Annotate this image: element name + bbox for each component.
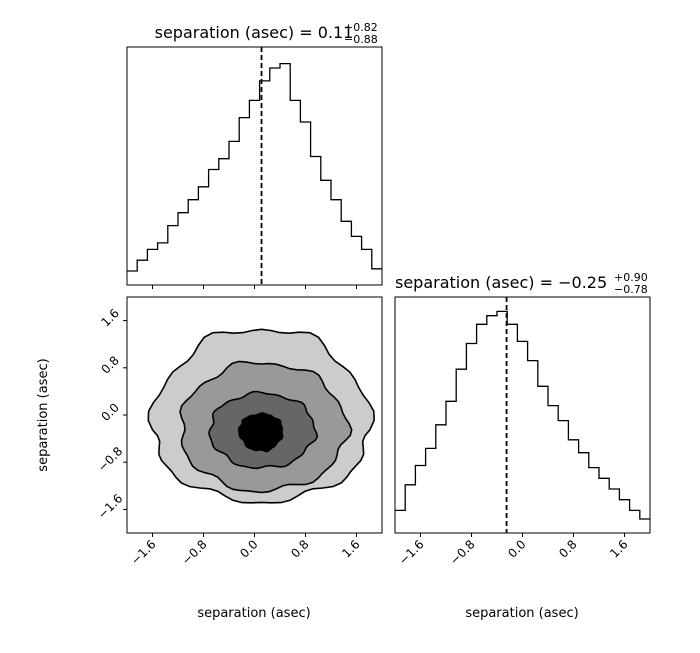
hist-bottom-right-steps [395, 310, 650, 520]
hist-top-left-title-main: separation (asec) = 0.11 [155, 23, 354, 42]
hist-bottom-right-title-sup: +0.90 [614, 271, 648, 284]
contour-level-3 [237, 412, 284, 453]
hist-top-left-ticks [152, 285, 357, 289]
hist-top-left-title-sub: −0.88 [344, 33, 378, 46]
contour-ylabel: separation (asec) [36, 358, 51, 471]
panel-top-left: separation (asec) = 0.11 +0.82 −0.88 [126, 21, 383, 289]
hist-top-left-title: separation (asec) = 0.11 [155, 23, 354, 42]
panel-bottom-right: −1.6 −0.8 0.0 0.8 1.6 separation (asec) = −0… [394, 271, 651, 621]
contour-xlabel: separation (asec) [197, 606, 310, 621]
hist-bottom-right-title-sub: −0.78 [614, 283, 648, 296]
panel-bottom-left: −1.6 −0.8 0.0 0.8 1.6−1.6−0.80.00.81.6 separ… [36, 296, 383, 621]
hist-top-left-steps [127, 62, 382, 272]
contour-fills [147, 328, 375, 504]
hist-bottom-right-title: separation (asec) = −0.25 [395, 273, 607, 292]
hist-bottom-right-xlabel: separation (asec) [465, 606, 578, 621]
hist-bottom-right-title-main: separation (asec) = −0.25 [395, 273, 607, 292]
hist-top-left-title-sup: +0.82 [344, 21, 378, 34]
